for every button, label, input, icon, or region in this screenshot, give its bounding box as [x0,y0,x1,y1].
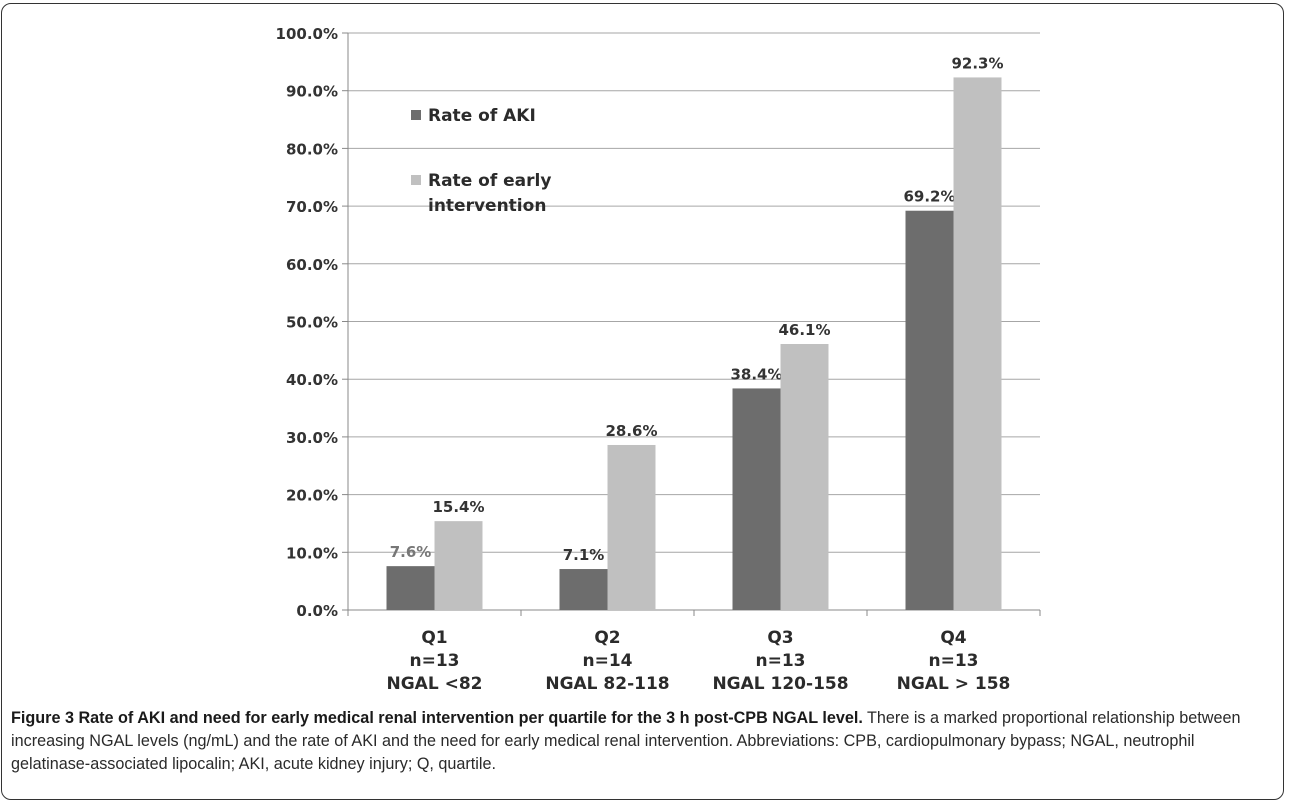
data-label: 28.6% [605,422,657,440]
data-label: 15.4% [432,498,484,516]
y-tick-label: 20.0% [286,487,338,505]
y-tick-label: 90.0% [286,83,338,101]
x-category-label: NGAL 82-118 [545,674,669,694]
x-category-label: Q1 [421,628,447,648]
y-tick-label: 70.0% [286,198,338,216]
data-label: 38.4% [730,365,782,383]
y-tick-label: 40.0% [286,371,338,389]
bar-q3-series-2 [780,344,829,610]
caption-body: There is a marked proportional relations… [11,709,1241,773]
x-category-label: Q3 [767,628,793,648]
bar-q3-series-1 [732,388,781,610]
x-category-label: n=14 [582,651,632,671]
bar-q4-series-1 [905,210,954,610]
x-category-label: Q4 [940,628,966,648]
x-category-label: n=13 [409,651,459,671]
bar-q1-series-1 [386,566,435,610]
x-category-label: n=13 [755,651,805,671]
figure-frame [1,3,1284,800]
x-category-label: NGAL > 158 [897,674,1011,694]
data-label: 69.2% [903,188,955,206]
x-category-label: NGAL <82 [387,674,483,694]
y-tick-label: 0.0% [296,602,338,620]
bar-chart: 0.0% 10.0% 20.0% 30.0% 40.0% 50.0% 60.0% 70.0% 8… [276,25,1041,694]
legend-label: Rate of AKI [428,106,536,126]
bar-q2-series-2 [607,444,656,610]
y-tick-label: 60.0% [286,256,338,274]
data-label: 7.6% [390,543,432,561]
data-label: 92.3% [951,54,1003,72]
bar-q4-series-2 [953,77,1002,610]
y-tick-label: 10.0% [286,544,338,562]
legend-label: intervention [428,196,546,216]
data-label: 46.1% [778,321,830,339]
y-tick-label: 80.0% [286,140,338,158]
y-tick-label: 30.0% [286,429,338,447]
legend-swatch-1 [411,110,421,120]
y-tick-label: 50.0% [286,314,338,332]
x-category-label: NGAL 120-158 [712,674,848,694]
caption-title: Figure 3 Rate of AKI and need for early … [11,709,863,727]
x-category-label: n=13 [928,651,978,671]
bar-q1-series-2 [434,521,483,610]
y-tick-label: 100.0% [276,25,338,43]
figure-caption: Figure 3 Rate of AKI and need for early … [11,707,1276,776]
legend-swatch-2 [411,175,421,185]
legend-label: Rate of early [428,171,551,191]
data-label: 7.1% [563,546,605,564]
bar-q2-series-1 [559,569,608,610]
x-category-label: Q2 [594,628,620,648]
